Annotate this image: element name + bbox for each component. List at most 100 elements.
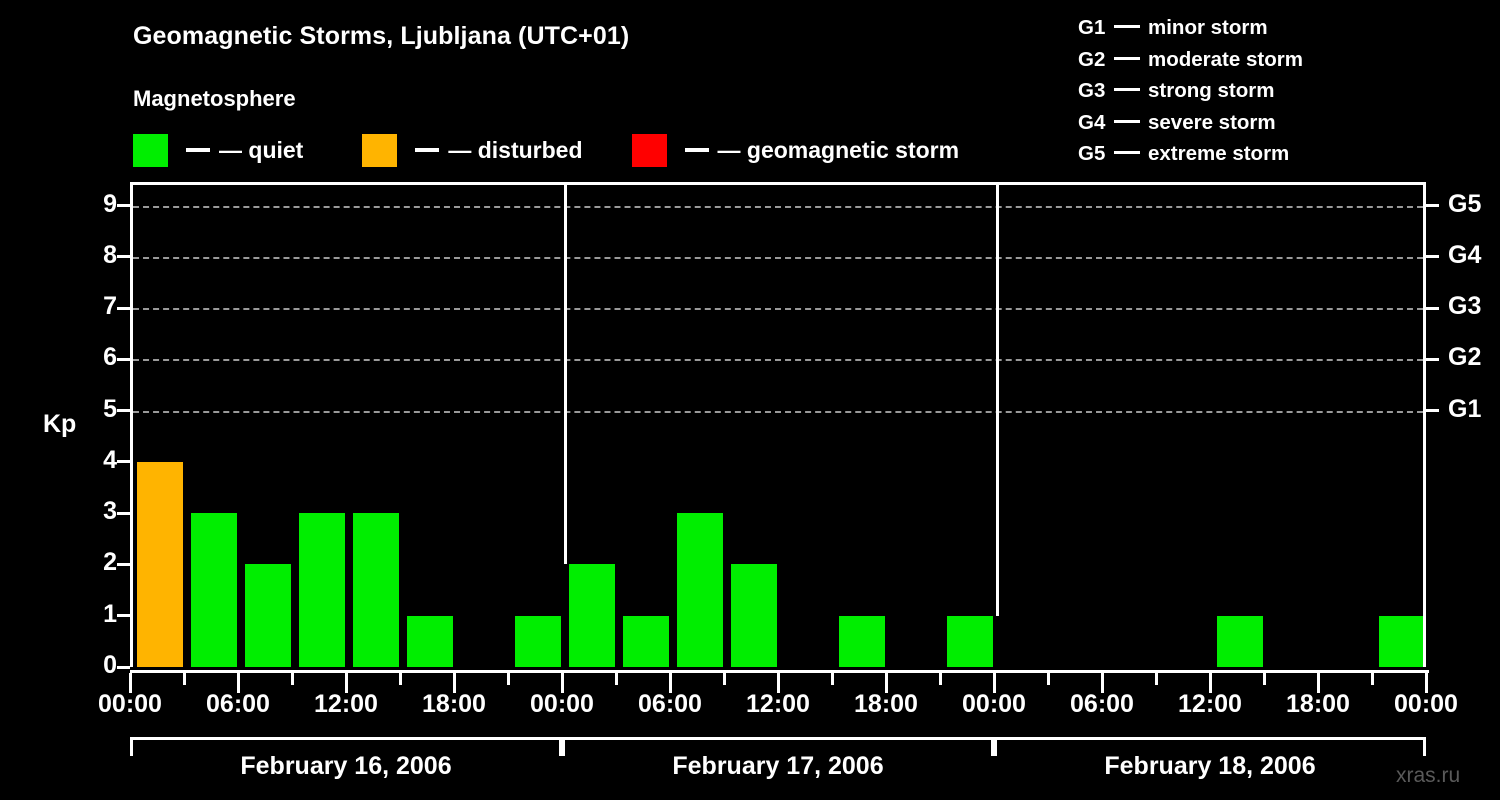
bar-4 [353, 513, 399, 667]
bar-7 [515, 615, 561, 667]
legend-dash-icon [415, 148, 440, 152]
x-tick-51h [1046, 673, 1050, 685]
y-tick-label-0: 0 [103, 651, 117, 679]
y-axis-title: Kp [43, 410, 77, 438]
x-tick-label-5: 06:00 [638, 690, 702, 718]
y-tick-label-4: 4 [103, 445, 117, 474]
x-tick-label-11: 18:00 [1286, 690, 1350, 718]
x-tick-24h [560, 673, 564, 693]
date-bracket-1 [130, 737, 562, 756]
x-tick-60h [1208, 673, 1212, 693]
bar-13 [839, 615, 885, 667]
bar-5 [407, 615, 453, 667]
x-tick-54h [1100, 673, 1104, 693]
y2-tick-label-g5: G5 [1448, 189, 1482, 218]
legend-item-disturbed: — disturbed [362, 133, 583, 167]
x-tick-48h [992, 673, 996, 693]
x-tick-21h [506, 673, 510, 685]
gridline-kp-6 [133, 359, 1423, 362]
gridline-kp-5 [133, 410, 1423, 413]
x-tick-45h [938, 673, 942, 685]
storm-scale-row-g3: G3 strong storm [1078, 75, 1303, 107]
storm-scale-row-g2: G2 moderate storm [1078, 44, 1303, 76]
gridline-kp-8 [133, 256, 1423, 259]
gridline-kp-7 [133, 308, 1423, 311]
x-tick-6h [236, 673, 240, 693]
y-tick-label-3: 3 [103, 497, 117, 526]
storm-scale-desc: strong storm [1148, 79, 1275, 102]
x-tick-label-1: 06:00 [206, 690, 270, 718]
x-tick-33h [722, 673, 726, 685]
y-tick-1 [117, 614, 130, 618]
em-dash-icon [1114, 56, 1140, 60]
y2-tick-g5 [1426, 204, 1439, 207]
bar-11 [731, 564, 777, 667]
legend-item-storm: — geomagnetic storm [631, 133, 960, 167]
em-dash-icon [1114, 151, 1140, 155]
y-tick-4 [117, 460, 130, 464]
y-tick-5 [117, 409, 130, 413]
day-separator-2 [995, 185, 999, 616]
y-tick-label-9: 9 [103, 189, 117, 218]
storm-scale-code: G3 [1078, 79, 1106, 102]
chart-subtitle: Magnetosphere [133, 86, 296, 111]
x-axis-line [130, 670, 1429, 673]
y2-tick-g3 [1426, 306, 1439, 310]
legend-item-quiet: — quiet [133, 133, 303, 167]
y2-tick-g1 [1426, 409, 1439, 413]
date-bracket-2 [562, 737, 994, 756]
legend-dash-icon [186, 148, 210, 152]
storm-swatch-icon [631, 133, 667, 167]
bar-8 [569, 564, 615, 667]
y2-tick-label-g3: G3 [1448, 292, 1482, 321]
date-label-3: February 18, 2006 [1104, 752, 1316, 780]
x-tick-label-9: 06:00 [1070, 690, 1134, 718]
storm-scale-row-g5: G5 extreme storm [1078, 138, 1303, 170]
y2-tick-label-g4: G4 [1448, 240, 1482, 269]
gridline-kp-9 [133, 205, 1423, 208]
x-tick-label-8: 00:00 [962, 690, 1026, 718]
x-tick-57h [1154, 673, 1158, 685]
x-tick-label-3: 18:00 [422, 690, 486, 718]
legend-dash-icon [684, 148, 709, 152]
bar-series [133, 185, 1423, 667]
storm-scale-desc: moderate storm [1148, 47, 1303, 71]
x-tick-0h [128, 673, 132, 693]
bar-1 [191, 513, 237, 667]
x-tick-15h [398, 673, 402, 685]
y2-tick-g2 [1426, 357, 1439, 361]
date-label-1: February 16, 2006 [240, 752, 452, 780]
storm-scale-code: G5 [1078, 142, 1106, 165]
quiet-swatch-icon [133, 133, 168, 167]
disturbed-swatch-icon [362, 133, 398, 167]
y-tick-9 [117, 204, 130, 207]
x-tick-36h [776, 673, 780, 693]
x-tick-label-7: 18:00 [854, 690, 918, 718]
bar-0 [137, 461, 183, 667]
legend-label-disturbed: — disturbed [448, 136, 583, 163]
date-bracket-3 [994, 737, 1426, 756]
x-tick-label-2: 12:00 [314, 690, 378, 718]
x-tick-30h [668, 673, 672, 693]
x-tick-label-4: 00:00 [530, 690, 594, 718]
watermark: xras.ru [1396, 764, 1461, 787]
bar-23 [1379, 615, 1423, 667]
bar-15 [947, 615, 993, 667]
x-tick-label-6: 12:00 [746, 690, 810, 718]
x-tick-72h [1424, 673, 1428, 693]
series-legend: — quiet — disturbed — geomagnetic storm [133, 133, 959, 167]
y-tick-label-6: 6 [103, 343, 117, 372]
bar-10 [677, 513, 723, 667]
storm-scale-desc: extreme storm [1148, 142, 1290, 165]
storm-scale-row-g1: G1 minor storm [1078, 12, 1303, 44]
y-tick-label-7: 7 [103, 292, 117, 321]
x-tick-3h [182, 673, 186, 685]
legend-label-storm: — geomagnetic storm [717, 136, 960, 163]
x-tick-69h [1370, 673, 1374, 685]
storm-scale-code: G1 [1078, 16, 1106, 39]
y-tick-3 [117, 511, 130, 515]
y-tick-7 [117, 306, 130, 310]
x-tick-66h [1316, 673, 1320, 693]
y-tick-label-8: 8 [103, 240, 117, 269]
